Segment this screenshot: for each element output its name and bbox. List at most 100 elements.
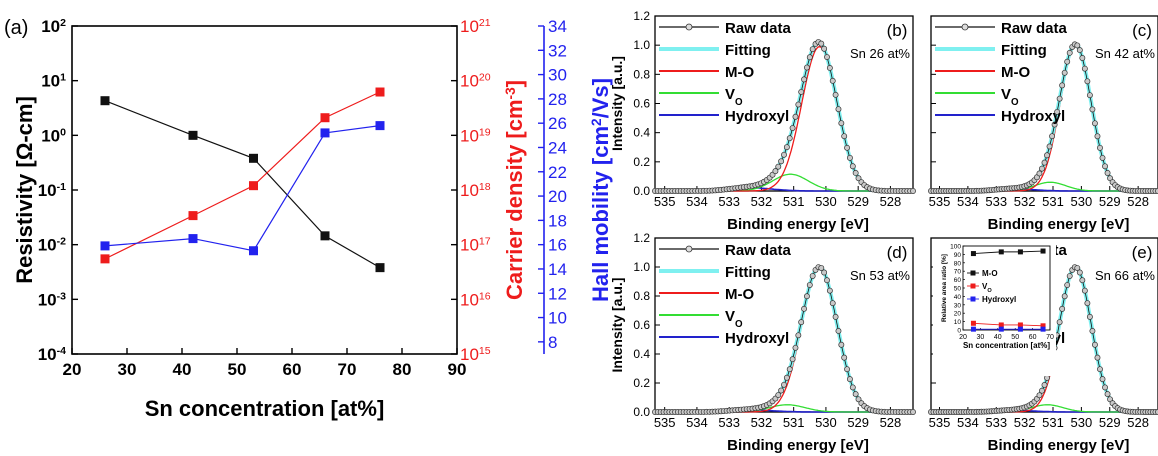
panel-label: (e) (1132, 243, 1153, 262)
inset-series-line (973, 322, 1044, 327)
raw-data-point (910, 409, 916, 415)
legend-label: Fitting (725, 264, 771, 281)
panel-label: (b) (887, 21, 908, 40)
raw-data-point (826, 287, 833, 294)
raw-data-point (824, 277, 830, 284)
raw-data-point (809, 46, 816, 53)
x-tick-label: 50 (228, 360, 247, 379)
legend-label: M-O (725, 64, 754, 81)
carrier-label-sup: -3 (503, 87, 518, 100)
raw-data-point (792, 344, 799, 351)
raw-data-point (1094, 354, 1101, 361)
raw-data-point (775, 392, 782, 398)
y-tick-label: 0.6 (633, 318, 650, 332)
raw-data-point (1102, 163, 1108, 170)
raw-data-point (1097, 366, 1103, 373)
inset-y-tick-label: 30 (954, 302, 962, 309)
raw-data-point (1084, 300, 1091, 307)
legend-label: M-O (725, 286, 754, 303)
x-tick-label: 533 (985, 194, 1007, 209)
x-axis-label: Binding energy [eV] (727, 216, 869, 233)
raw-data-point (786, 366, 793, 373)
legend-label: M-O (1001, 64, 1030, 81)
raw-data-point (781, 151, 787, 158)
x-tick-label: 533 (985, 415, 1007, 430)
raw-data-point (1051, 121, 1058, 128)
raw-data-point (1076, 269, 1083, 276)
raw-data-point (835, 106, 842, 113)
inset-y-tick-label: 10 (954, 319, 962, 326)
inset-data-point (970, 320, 976, 326)
inset-data-point (1017, 322, 1023, 328)
raw-data-point (824, 54, 830, 60)
y-tick-label-resistivity-sup: 1 (60, 72, 66, 84)
raw-data-point (789, 125, 796, 131)
inset-data-point (1017, 249, 1023, 255)
raw-data-point (838, 341, 845, 348)
x-axis-label: Binding energy [eV] (988, 437, 1130, 454)
raw-data-point (1061, 293, 1068, 300)
y-axis-label-mobility: Hall mobility [cm2/Vs] (588, 78, 613, 302)
inset-data-point (998, 249, 1004, 255)
y-axis-label: Intensity [a.u.] (609, 56, 625, 151)
y-tick-label-mobility: 26 (548, 114, 567, 133)
y-tick-label-carrier: 1016 (460, 290, 491, 309)
raw-data-point (821, 269, 828, 276)
y-tick-label: 0.8 (633, 67, 650, 81)
raw-data-point (1066, 273, 1073, 279)
inset-legend-marker (970, 296, 976, 302)
legend-label-base: V (725, 86, 735, 103)
inset-y-axis-label: Relative area ratio [%] (941, 254, 948, 322)
raw-data-point (855, 396, 862, 403)
y-tick-label-mobility: 28 (548, 90, 567, 109)
mobility-label-base: Hall mobility [cm (588, 126, 613, 302)
y-tick-label-resistivity: 101 (41, 72, 66, 91)
y-tick-label-resistivity-base: 10 (38, 236, 57, 255)
raw-data-point (1049, 133, 1056, 140)
legend-label-base: V (1001, 86, 1011, 103)
raw-data-point (1091, 120, 1098, 127)
inset-y-tick-label: 80 (954, 260, 962, 267)
y-tick-label: 0.0 (633, 405, 650, 419)
inset-y-tick-label: 20 (954, 311, 962, 318)
raw-data-point (1155, 188, 1158, 194)
inset-x-tick-label: 70 (1046, 334, 1054, 341)
raw-data-point (829, 300, 836, 307)
y-tick-label-mobility: 34 (548, 17, 567, 36)
x-tick-label: 531 (1042, 194, 1064, 209)
y-tick-label-carrier-base: 10 (460, 236, 479, 255)
x-tick-label: 532 (1014, 415, 1036, 430)
x-tick-label: 534 (957, 194, 979, 209)
y-tick-label: 1.0 (633, 260, 650, 274)
raw-data-point (798, 319, 805, 326)
y-tick-label-mobility: 16 (548, 236, 567, 255)
raw-data-point (789, 356, 796, 363)
data-point-resistivity (320, 231, 330, 241)
legend-label-sub: O (1011, 97, 1019, 108)
sample-label: Sn 53 at% (850, 268, 910, 283)
raw-data-point (1086, 313, 1093, 320)
legend-label: Raw data (725, 20, 792, 37)
raw-data-point (1044, 374, 1050, 381)
inset-y-tick-label: 70 (954, 269, 962, 276)
raw-data-point (783, 374, 790, 381)
raw-data-point (832, 313, 839, 320)
x-tick-label: 530 (815, 194, 837, 209)
inset-data-point (1017, 326, 1023, 332)
y-tick-label-carrier: 1015 (460, 345, 491, 364)
raw-data-point (826, 65, 833, 71)
x-tick-label: 60 (283, 360, 302, 379)
legend-label: Fitting (1001, 42, 1047, 59)
raw-data-point (795, 101, 802, 108)
y-tick-label-mobility: 12 (548, 284, 567, 303)
inset-y-tick-label: 0 (957, 328, 961, 335)
raw-data-point (786, 135, 793, 142)
inset-legend-marker (970, 270, 976, 276)
raw-data-point (775, 163, 782, 170)
y-tick-label-resistivity-sup: -3 (57, 290, 67, 302)
raw-data-point (844, 366, 851, 373)
data-point-carrier (320, 113, 330, 123)
raw-data-point (846, 376, 853, 383)
raw-data-point (1104, 391, 1111, 398)
